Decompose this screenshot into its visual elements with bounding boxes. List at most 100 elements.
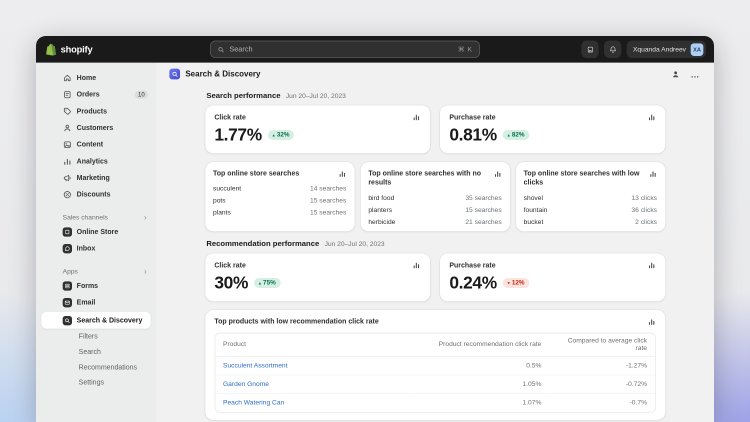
product-link[interactable]: Garden Gnome bbox=[223, 380, 269, 388]
bar-chart-icon bbox=[63, 156, 72, 165]
search-shortcut: ⌘ K bbox=[457, 45, 473, 54]
product-link[interactable]: Peach Watering Can bbox=[223, 399, 285, 407]
compared-cell: -0.72% bbox=[549, 374, 656, 394]
page-scroll-area[interactable]: Search performance Jun 20–Jul 20, 2023 C… bbox=[156, 85, 714, 422]
image-icon bbox=[63, 140, 72, 149]
search-click-rate-card[interactable]: Click rate 1.77% 32% bbox=[205, 105, 431, 154]
online-store-icon bbox=[62, 227, 73, 237]
low-clicks-searches-card[interactable]: Top online store searches with low click… bbox=[515, 162, 666, 232]
page-header: Search & Discovery bbox=[156, 63, 714, 86]
sidebar-item-home[interactable]: Home bbox=[36, 69, 156, 86]
top-searches-card[interactable]: Top online store searches succulent 14 se… bbox=[205, 162, 355, 232]
sidebar-item-label: Email bbox=[76, 298, 96, 307]
sidebar-item-label: Inbox bbox=[76, 244, 96, 253]
sidebar-item-inbox[interactable]: Inbox bbox=[36, 240, 156, 257]
rec-purchase-rate-card[interactable]: Purchase rate 0.24% 12% bbox=[440, 253, 666, 302]
search-performance-heading: Search performance Jun 20–Jul 20, 2023 bbox=[206, 92, 663, 100]
user-menu[interactable]: Xquanda Andreev XA bbox=[626, 40, 707, 59]
search-count: 14 searches bbox=[310, 185, 347, 193]
notifications-button[interactable] bbox=[604, 40, 622, 59]
sidebar-item-email[interactable]: Email bbox=[36, 294, 156, 311]
apps-header[interactable]: Apps bbox=[36, 265, 156, 277]
search-term: bucket bbox=[523, 218, 544, 226]
subnav-settings[interactable]: Settings bbox=[36, 376, 156, 391]
storefront-icon bbox=[587, 46, 594, 53]
user-name: Xquanda Andreev bbox=[632, 45, 687, 54]
sidebar-item-label: Forms bbox=[76, 281, 99, 290]
topbar-actions: Xquanda Andreev XA bbox=[581, 40, 707, 59]
report-chart-icon[interactable] bbox=[648, 169, 657, 178]
column-header-compared: Compared to average click rate bbox=[549, 333, 656, 357]
sidebar: Home Orders 10 Products Customers Conten… bbox=[36, 62, 157, 422]
column-header-rate: Product recommendation click rate bbox=[408, 333, 550, 357]
report-chart-icon[interactable] bbox=[412, 261, 421, 270]
change-value: 75% bbox=[263, 279, 276, 287]
user-icon[interactable] bbox=[671, 70, 680, 79]
search-term: succulent bbox=[213, 185, 242, 193]
change-badge-up: 82% bbox=[502, 130, 530, 141]
sidebar-item-marketing[interactable]: Marketing bbox=[36, 169, 156, 186]
search-term: pots bbox=[213, 197, 226, 205]
subnav-recommendations[interactable]: Recommendations bbox=[36, 361, 156, 376]
card-title: Top online store searches with no result… bbox=[368, 169, 482, 187]
sidebar-item-forms[interactable]: Forms bbox=[36, 277, 156, 294]
subnav-search[interactable]: Search bbox=[36, 345, 156, 360]
search-count: 15 searches bbox=[465, 206, 502, 214]
list-item: shovel 13 clicks bbox=[524, 192, 657, 204]
column-header-product: Product bbox=[215, 333, 409, 357]
sidebar-item-customers[interactable]: Customers bbox=[36, 119, 156, 136]
discount-icon bbox=[63, 190, 72, 199]
search-purchase-rate-card[interactable]: Purchase rate 0.81% 82% bbox=[440, 105, 666, 154]
click-count: 13 clicks bbox=[631, 194, 658, 202]
metric-value: 1.77% bbox=[214, 124, 262, 145]
email-icon bbox=[62, 297, 73, 308]
page-title: Search & Discovery bbox=[185, 69, 261, 79]
list-item: fountain 36 clicks bbox=[524, 204, 657, 216]
click-count: 2 clicks bbox=[635, 218, 658, 226]
compared-cell: -1.27% bbox=[549, 356, 656, 376]
search-count: 35 searches bbox=[465, 194, 502, 202]
inbox-icon bbox=[62, 243, 73, 254]
sidebar-item-analytics[interactable]: Analytics bbox=[36, 153, 156, 170]
more-icon[interactable] bbox=[691, 70, 700, 79]
products-table: Product Product recommendation click rat… bbox=[214, 332, 656, 413]
subnav-label: Recommendations bbox=[78, 363, 138, 372]
sidebar-item-online-store[interactable]: Online Store bbox=[36, 223, 156, 240]
forms-icon bbox=[62, 281, 73, 291]
sales-channels-header[interactable]: Sales channels bbox=[36, 211, 156, 223]
shopify-logo[interactable]: shopify bbox=[45, 43, 93, 56]
sidebar-item-products[interactable]: Products bbox=[36, 103, 156, 120]
report-chart-icon[interactable] bbox=[647, 317, 656, 326]
no-results-searches-card[interactable]: Top online store searches with no result… bbox=[360, 162, 510, 232]
sidebar-item-search-discovery-selected[interactable]: Search & Discovery bbox=[41, 312, 151, 329]
product-link[interactable]: Succulent Assortment bbox=[223, 361, 288, 370]
section-date-range: Jun 20–Jul 20, 2023 bbox=[324, 240, 385, 249]
store-button[interactable] bbox=[581, 40, 599, 59]
report-chart-icon[interactable] bbox=[647, 113, 656, 122]
search-count: 21 searches bbox=[465, 218, 502, 226]
search-count: 15 searches bbox=[310, 209, 347, 217]
report-chart-icon[interactable] bbox=[412, 113, 421, 122]
search-term: shovel bbox=[523, 194, 543, 202]
search-term: bird food bbox=[368, 194, 395, 202]
sidebar-item-orders[interactable]: Orders 10 bbox=[36, 86, 156, 103]
table-header-row: Product Product recommendation click rat… bbox=[215, 333, 656, 357]
global-search-input[interactable]: Search ⌘ K bbox=[210, 40, 481, 59]
sidebar-item-content[interactable]: Content bbox=[36, 136, 156, 153]
search-icon bbox=[217, 46, 224, 53]
sidebar-item-label: Online Store bbox=[76, 227, 119, 236]
sidebar-item-discounts[interactable]: Discounts bbox=[36, 186, 156, 203]
search-term: fountain bbox=[523, 206, 548, 214]
search-term: planters bbox=[368, 206, 393, 214]
rec-click-rate-card[interactable]: Click rate 30% 75% bbox=[205, 253, 431, 302]
sidebar-item-label: Discounts bbox=[76, 190, 111, 199]
subnav-label: Filters bbox=[78, 332, 98, 341]
report-chart-icon[interactable] bbox=[647, 261, 656, 270]
report-chart-icon[interactable] bbox=[493, 169, 502, 178]
subnav-label: Settings bbox=[78, 378, 104, 387]
change-badge-up: 32% bbox=[267, 130, 295, 141]
report-chart-icon[interactable] bbox=[338, 169, 347, 178]
section-label: Sales channels bbox=[62, 213, 108, 222]
subnav-filters[interactable]: Filters bbox=[36, 330, 156, 345]
metric-label: Purchase rate bbox=[449, 261, 496, 270]
